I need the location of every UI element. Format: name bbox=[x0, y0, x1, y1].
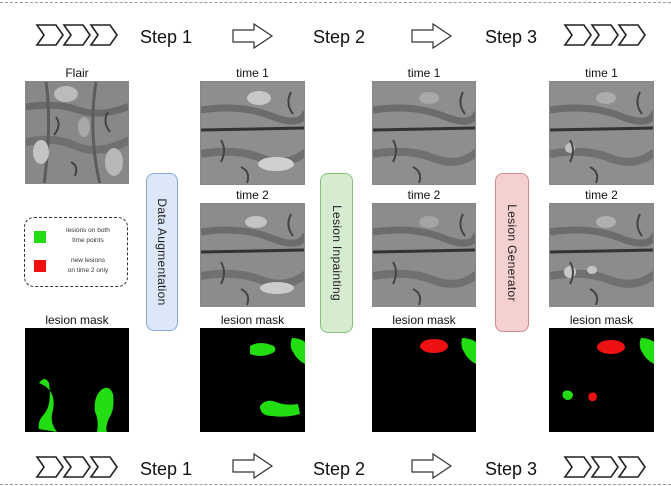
time-1-caption-4: time 1 bbox=[585, 66, 618, 80]
lesion-mask-caption-1: lesion mask bbox=[45, 313, 109, 327]
right-arrow-icon bbox=[411, 22, 453, 50]
chevron-group-left-top-icon bbox=[35, 24, 118, 46]
lesion-generator-box: Lesion Generator bbox=[495, 173, 529, 332]
legend-both-line1: lesions on both bbox=[66, 227, 110, 234]
time-2-mri-image-2 bbox=[200, 203, 305, 307]
legend-new-line2: on time 2 only bbox=[67, 267, 109, 274]
right-arrow-icon bbox=[232, 452, 274, 480]
time-1-mri-image-3 bbox=[372, 81, 476, 185]
time-2-mri-image-3 bbox=[372, 203, 476, 307]
top-divider bbox=[0, 2, 671, 3]
time-1-mri-image-2 bbox=[200, 81, 305, 185]
legend-green-swatch bbox=[34, 231, 46, 243]
flair-mri-image bbox=[25, 81, 129, 184]
time-1-caption-2: time 1 bbox=[236, 66, 269, 80]
lesion-generator-label: Lesion Generator bbox=[505, 203, 519, 302]
lesion-mask-caption-4: lesion mask bbox=[569, 313, 634, 327]
time-2-caption-4: time 2 bbox=[585, 188, 618, 202]
legend: lesions on both time points new lesions … bbox=[24, 217, 128, 287]
time-2-mri-image-4 bbox=[549, 203, 654, 307]
chevron-group-right-top-icon bbox=[563, 24, 646, 46]
lesion-mask-image-2 bbox=[200, 328, 305, 432]
step-1-label-bottom: Step 1 bbox=[140, 459, 193, 479]
lesion-inpainting-label: Lesion Inpainting bbox=[329, 205, 344, 301]
step-2-label-bottom: Step 2 bbox=[313, 459, 366, 479]
data-augmentation-label: Data Augmentation bbox=[155, 198, 169, 306]
chevron-group-left-bottom-icon bbox=[35, 456, 118, 478]
legend-red-swatch bbox=[34, 260, 46, 272]
time-2-caption-3: time 2 bbox=[407, 188, 441, 202]
time-1-mri-image-4 bbox=[549, 81, 654, 185]
time-1-caption-3: time 1 bbox=[407, 66, 441, 80]
lesion-mask-image-3 bbox=[372, 328, 476, 432]
step-3-label-bottom: Step 3 bbox=[485, 459, 538, 479]
lesion-mask-image-1 bbox=[25, 328, 129, 432]
lesion-mask-image-4 bbox=[549, 328, 654, 432]
step-2-label-top: Step 2 bbox=[313, 27, 366, 47]
legend-new-line1: new lesions bbox=[71, 257, 105, 264]
right-arrow-icon bbox=[232, 22, 274, 50]
lesion-mask-caption-2: lesion mask bbox=[220, 313, 285, 327]
lesion-inpainting-box: Lesion Inpainting bbox=[320, 173, 353, 333]
legend-both-line2: time points bbox=[72, 237, 104, 244]
step-3-label-top: Step 3 bbox=[485, 27, 538, 47]
bottom-divider bbox=[0, 484, 671, 485]
step-1-label-top: Step 1 bbox=[140, 27, 193, 47]
right-arrow-icon bbox=[411, 452, 453, 480]
time-2-caption-2: time 2 bbox=[236, 188, 269, 202]
flair-caption: Flair bbox=[65, 66, 89, 80]
data-augmentation-box: Data Augmentation bbox=[146, 173, 178, 331]
chevron-group-right-bottom-icon bbox=[563, 456, 646, 478]
lesion-mask-caption-3: lesion mask bbox=[392, 313, 456, 327]
